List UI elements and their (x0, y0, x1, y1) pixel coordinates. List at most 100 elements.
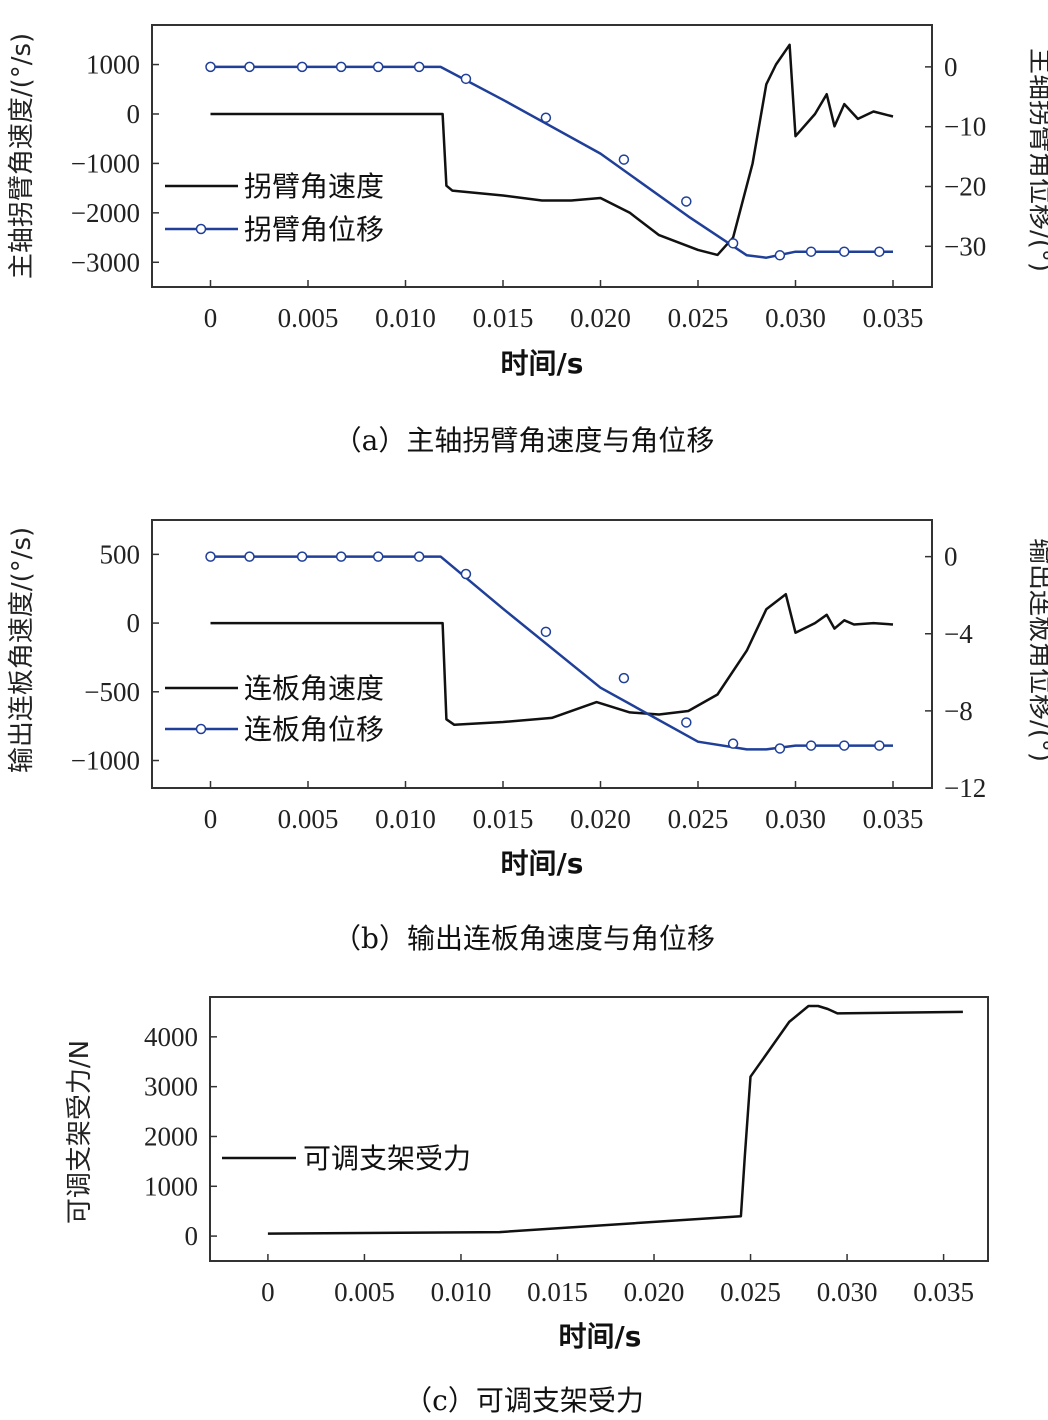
x-tick-label: 0.010 (375, 804, 436, 834)
chart-b-ylabel-right: 输出连板角位移/(°) (1025, 538, 1048, 762)
y-right-tick-label: −8 (944, 696, 973, 726)
y-right-tick-label: −30 (944, 231, 986, 261)
y-left-tick-label: 0 (185, 1221, 199, 1251)
chart-c-frame (209, 996, 989, 1262)
chart-b-caption: （b）输出连板角速度与角位移 (333, 922, 715, 955)
series-marker (296, 551, 308, 562)
x-tick-label: 0 (204, 804, 218, 834)
x-tick-label: 0.005 (278, 804, 339, 834)
series-marker (460, 73, 472, 85)
series-marker (244, 551, 255, 562)
chart-a-ylabel-right: 主轴拐臂角位移/(°) (1025, 48, 1048, 272)
series-marker (839, 246, 850, 257)
legend-label-displacement: 拐臂角位移 (244, 213, 384, 246)
y-left-tick-label: 0 (127, 99, 141, 129)
series-marker (372, 551, 384, 562)
legend-label-displacement: 连板角位移 (244, 713, 384, 746)
series-marker (874, 246, 885, 257)
y-right-tick-label: −12 (944, 773, 986, 803)
y-left-tick-label: −2000 (71, 198, 140, 228)
y-right-tick-label: −20 (944, 172, 986, 202)
series-marker (727, 238, 739, 249)
chart-c-caption: （c）可调支架受力 (404, 1384, 644, 1417)
series-marker (540, 112, 552, 123)
series-marker (874, 740, 885, 751)
legend-label-velocity: 连板角速度 (244, 672, 384, 705)
chart-c: 0 0.005 0.010 0.015 0.020 0.025 0.030 0.035 4000… (65, 996, 989, 1417)
velocity-line (210, 592, 894, 727)
series-marker (774, 743, 786, 754)
series-marker (805, 246, 817, 257)
chart-b: 0 0.005 0.010 0.015 0.020 0.025 0.030 0.035 500 0… (7, 519, 1048, 955)
x-tick-label: 0.020 (624, 1277, 685, 1307)
y-right-tick-label: 0 (944, 52, 958, 82)
x-tick-label: 0 (204, 303, 218, 333)
series-marker (460, 568, 472, 580)
chart-a-ylabel-left: 主轴拐臂角速度/(°/s) (7, 33, 37, 279)
x-tick-label: 0.025 (668, 303, 729, 333)
x-tick-label: 0.025 (668, 804, 729, 834)
x-tick-label: 0.005 (334, 1277, 395, 1307)
x-tick-label: 0.030 (817, 1277, 878, 1307)
chart-c-ylabel-left: 可调支架受力/N (65, 1040, 95, 1224)
y-right-tick-label: −4 (944, 619, 973, 649)
series-marker (244, 61, 255, 73)
series-marker (774, 250, 786, 261)
series-marker (618, 672, 630, 684)
y-left-tick-label: −3000 (71, 247, 140, 277)
chart-a-frame (151, 24, 933, 288)
x-tick-label: 0.015 (527, 1277, 588, 1307)
y-left-tick-label: −1000 (71, 746, 140, 776)
chart-b-ylabel-left: 输出连板角速度/(°/s) (7, 527, 37, 773)
x-tick-label: 0.020 (570, 303, 631, 333)
chart-a-legend: 拐臂角速度 拐臂角位移 (165, 170, 384, 246)
y-right-tick-label: 0 (944, 542, 958, 572)
x-tick-label: 0.030 (765, 303, 826, 333)
y-left-tick-label: 4000 (144, 1022, 198, 1052)
chart-b-legend: 连板角速度 连板角位移 (165, 672, 384, 746)
chart-a-caption: （a）主轴拐臂角速度与角位移 (334, 424, 715, 457)
chart-a: 0 0.005 0.010 0.015 0.020 0.025 0.030 0.035 1000… (7, 24, 1048, 457)
y-left-tick-label: 500 (100, 539, 141, 569)
x-tick-label: 0.015 (473, 303, 534, 333)
series-marker (372, 61, 384, 73)
series-marker (727, 738, 739, 749)
chart-b-frame (151, 519, 933, 789)
chart-b-xlabel: 时间/s (501, 847, 584, 880)
series-marker (681, 717, 692, 728)
y-right-tick-label: −10 (944, 112, 986, 142)
series-marker (413, 551, 425, 562)
series-marker (805, 740, 817, 751)
velocity-line (210, 43, 894, 257)
x-tick-label: 0.015 (473, 804, 534, 834)
x-tick-label: 0.035 (913, 1277, 974, 1307)
series-marker (681, 196, 692, 207)
y-left-tick-label: −500 (84, 677, 140, 707)
x-tick-label: 0.025 (720, 1277, 781, 1307)
y-left-tick-label: 2000 (144, 1121, 198, 1151)
y-left-tick-label: −1000 (71, 148, 140, 178)
series-marker (296, 61, 308, 73)
series-marker (205, 551, 216, 562)
legend-label-force: 可调支架受力 (303, 1142, 471, 1175)
x-tick-label: 0.010 (431, 1277, 492, 1307)
y-left-tick-label: 1000 (144, 1171, 198, 1201)
chart-c-xlabel: 时间/s (559, 1320, 642, 1353)
legend-marker-displacement (195, 723, 207, 735)
legend-marker-displacement (195, 223, 207, 235)
series-marker (413, 61, 425, 73)
series-marker (205, 61, 216, 73)
legend-label-velocity: 拐臂角速度 (244, 170, 384, 203)
x-tick-label: 0.005 (278, 303, 339, 333)
x-tick-label: 0.030 (765, 804, 826, 834)
series-marker (618, 154, 630, 165)
y-left-tick-label: 0 (127, 608, 141, 638)
series-marker (839, 740, 850, 751)
force-line (267, 1004, 963, 1235)
x-tick-label: 0.035 (863, 303, 924, 333)
series-marker (540, 626, 552, 638)
series-marker (335, 61, 347, 73)
x-tick-label: 0 (261, 1277, 275, 1307)
x-tick-label: 0.020 (570, 804, 631, 834)
